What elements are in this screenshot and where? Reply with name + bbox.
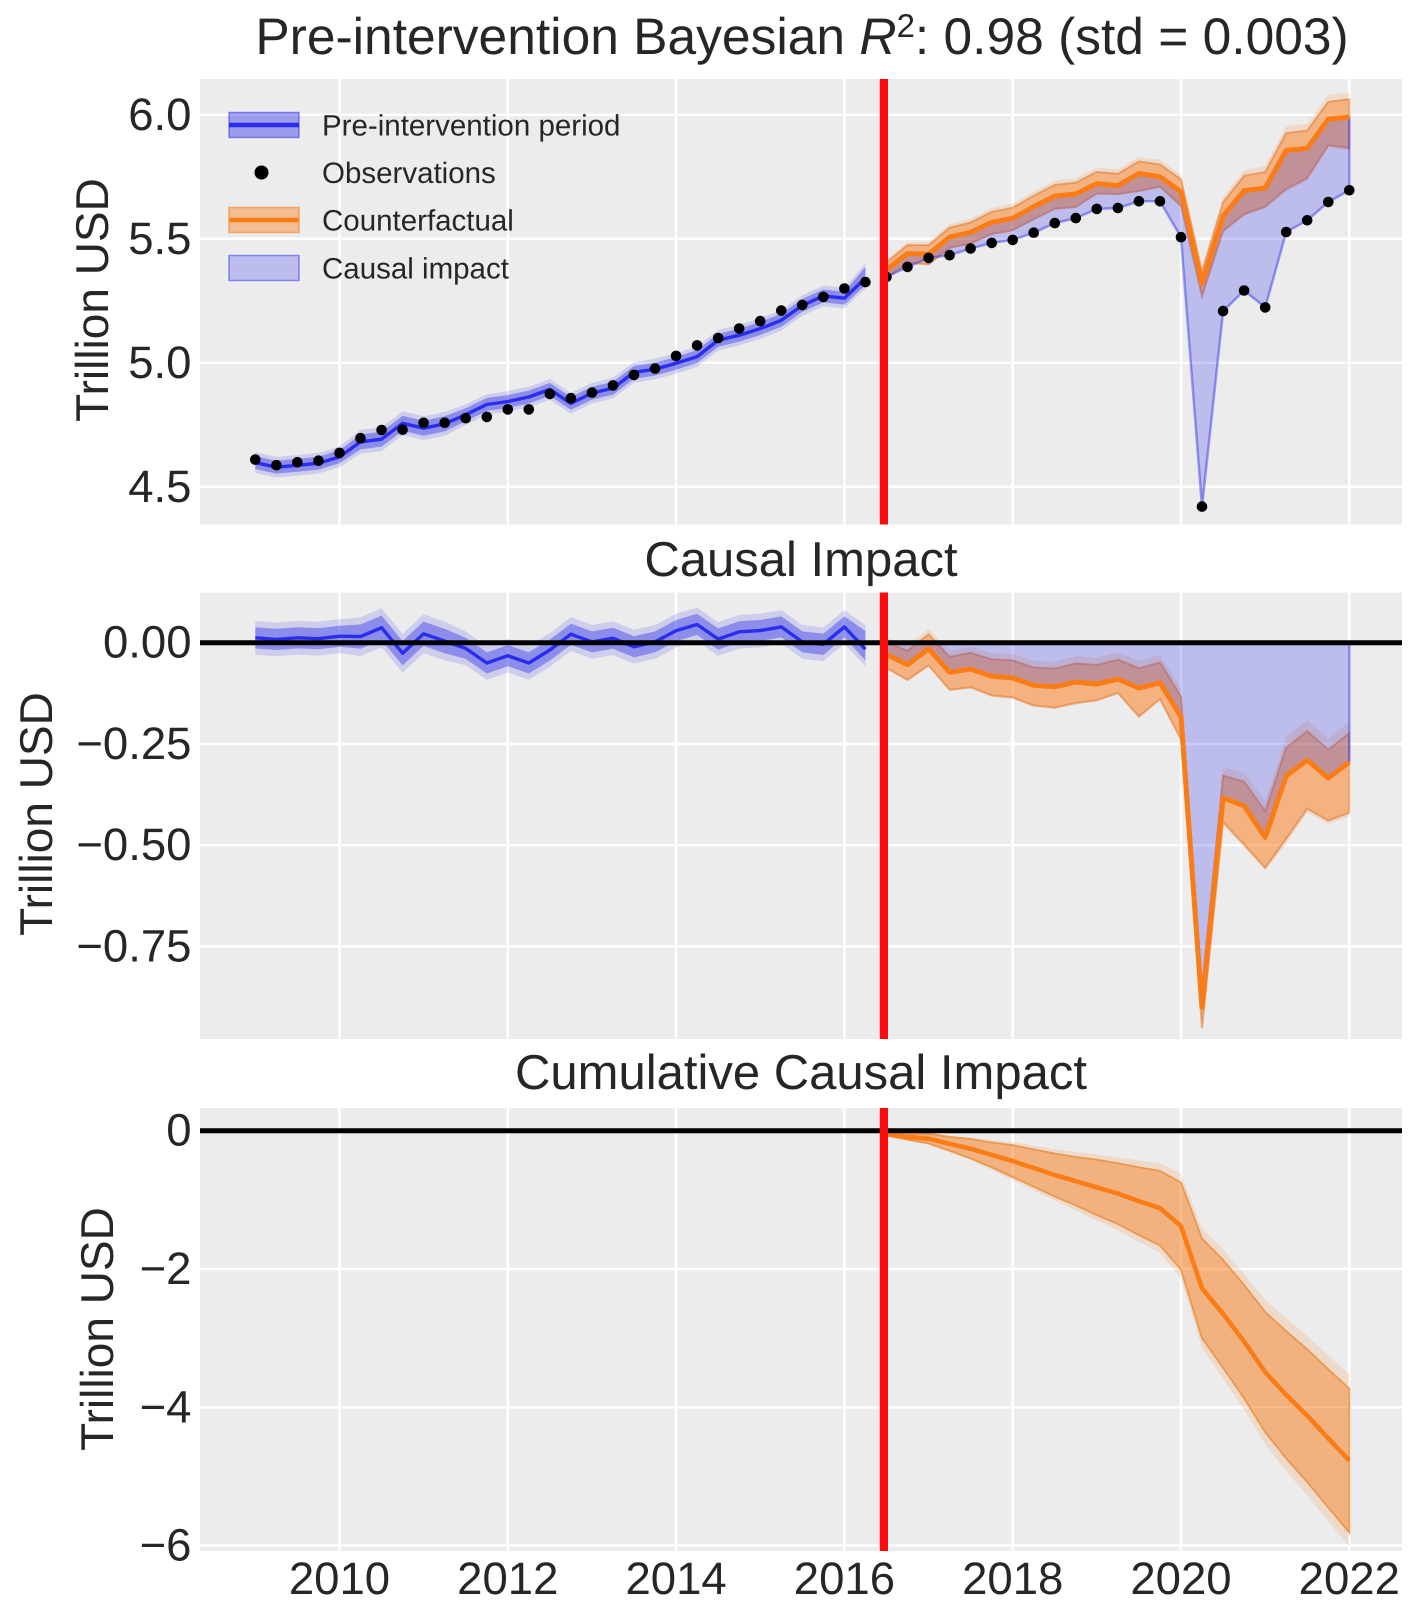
- svg-text:6.0: 6.0: [128, 89, 191, 140]
- svg-text:2016: 2016: [794, 1553, 895, 1604]
- svg-text:5.0: 5.0: [128, 337, 191, 388]
- svg-text:4.5: 4.5: [128, 461, 191, 512]
- svg-text:Causal Impact: Causal Impact: [644, 533, 958, 587]
- svg-text:2018: 2018: [962, 1553, 1063, 1604]
- svg-text:Observations: Observations: [322, 157, 496, 190]
- svg-text:−4: −4: [140, 1381, 192, 1432]
- svg-text:−0.75: −0.75: [76, 921, 191, 972]
- svg-text:2010: 2010: [289, 1553, 390, 1604]
- svg-text:Counterfactual: Counterfactual: [322, 205, 514, 238]
- svg-text:Trillion USD: Trillion USD: [71, 1207, 123, 1451]
- svg-text:2014: 2014: [625, 1553, 726, 1604]
- svg-text:0: 0: [166, 1105, 191, 1156]
- svg-text:−6: −6: [140, 1520, 192, 1571]
- svg-text:2020: 2020: [1130, 1553, 1231, 1604]
- svg-text:Causal impact: Causal impact: [322, 253, 509, 286]
- svg-text:−0.50: −0.50: [76, 819, 191, 870]
- svg-text:Cumulative Causal Impact: Cumulative Causal Impact: [515, 1046, 1087, 1100]
- svg-text:2012: 2012: [457, 1553, 558, 1604]
- svg-text:Trillion USD: Trillion USD: [66, 178, 118, 422]
- svg-text:Pre-intervention period: Pre-intervention period: [322, 110, 620, 143]
- svg-text:Trillion USD: Trillion USD: [10, 692, 62, 936]
- svg-text:−0.25: −0.25: [76, 718, 191, 769]
- svg-text:−2: −2: [140, 1243, 192, 1294]
- svg-text:5.5: 5.5: [128, 213, 191, 264]
- svg-text:2022: 2022: [1299, 1553, 1400, 1604]
- svg-text:Pre-intervention Bayesian R2:: Pre-intervention Bayesian R2: 0.98 (std …: [255, 7, 1348, 65]
- svg-text:0.00: 0.00: [103, 617, 192, 668]
